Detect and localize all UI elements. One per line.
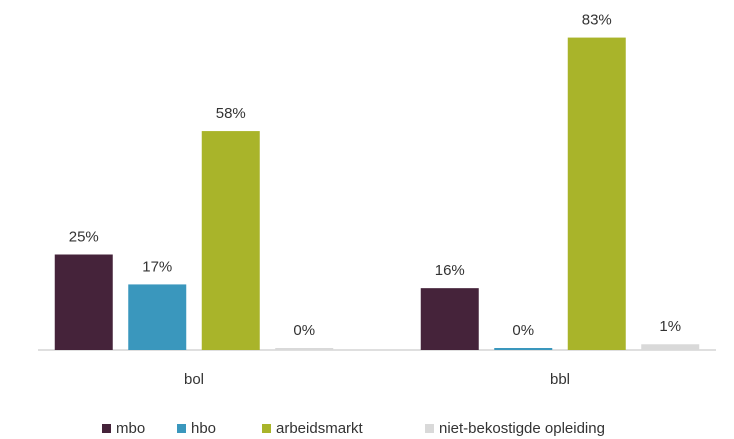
bar [420, 288, 479, 350]
legend-swatch [102, 424, 111, 433]
x-tick-label: bol [184, 371, 204, 388]
data-label: 0% [512, 322, 534, 339]
bar [275, 348, 334, 350]
legend-swatch [262, 424, 271, 433]
data-label: 17% [142, 258, 172, 275]
bar [128, 284, 187, 350]
bar [494, 348, 553, 350]
data-label: 83% [582, 12, 612, 29]
data-label: 1% [659, 318, 681, 335]
legend-swatch [177, 424, 186, 433]
legend-swatch [425, 424, 434, 433]
legend-label: niet-bekostigde opleiding [439, 420, 605, 437]
bar [201, 131, 260, 350]
legend-label: arbeidsmarkt [276, 420, 364, 437]
bar [567, 37, 626, 351]
data-label: 0% [293, 322, 315, 339]
bar [641, 344, 700, 350]
x-tick-label: bbl [550, 371, 570, 388]
legend-label: hbo [191, 420, 216, 437]
data-label: 16% [435, 262, 465, 279]
bar [54, 254, 113, 350]
data-label: 25% [69, 228, 99, 245]
legend-label: mbo [116, 420, 145, 437]
data-label: 58% [216, 105, 246, 122]
